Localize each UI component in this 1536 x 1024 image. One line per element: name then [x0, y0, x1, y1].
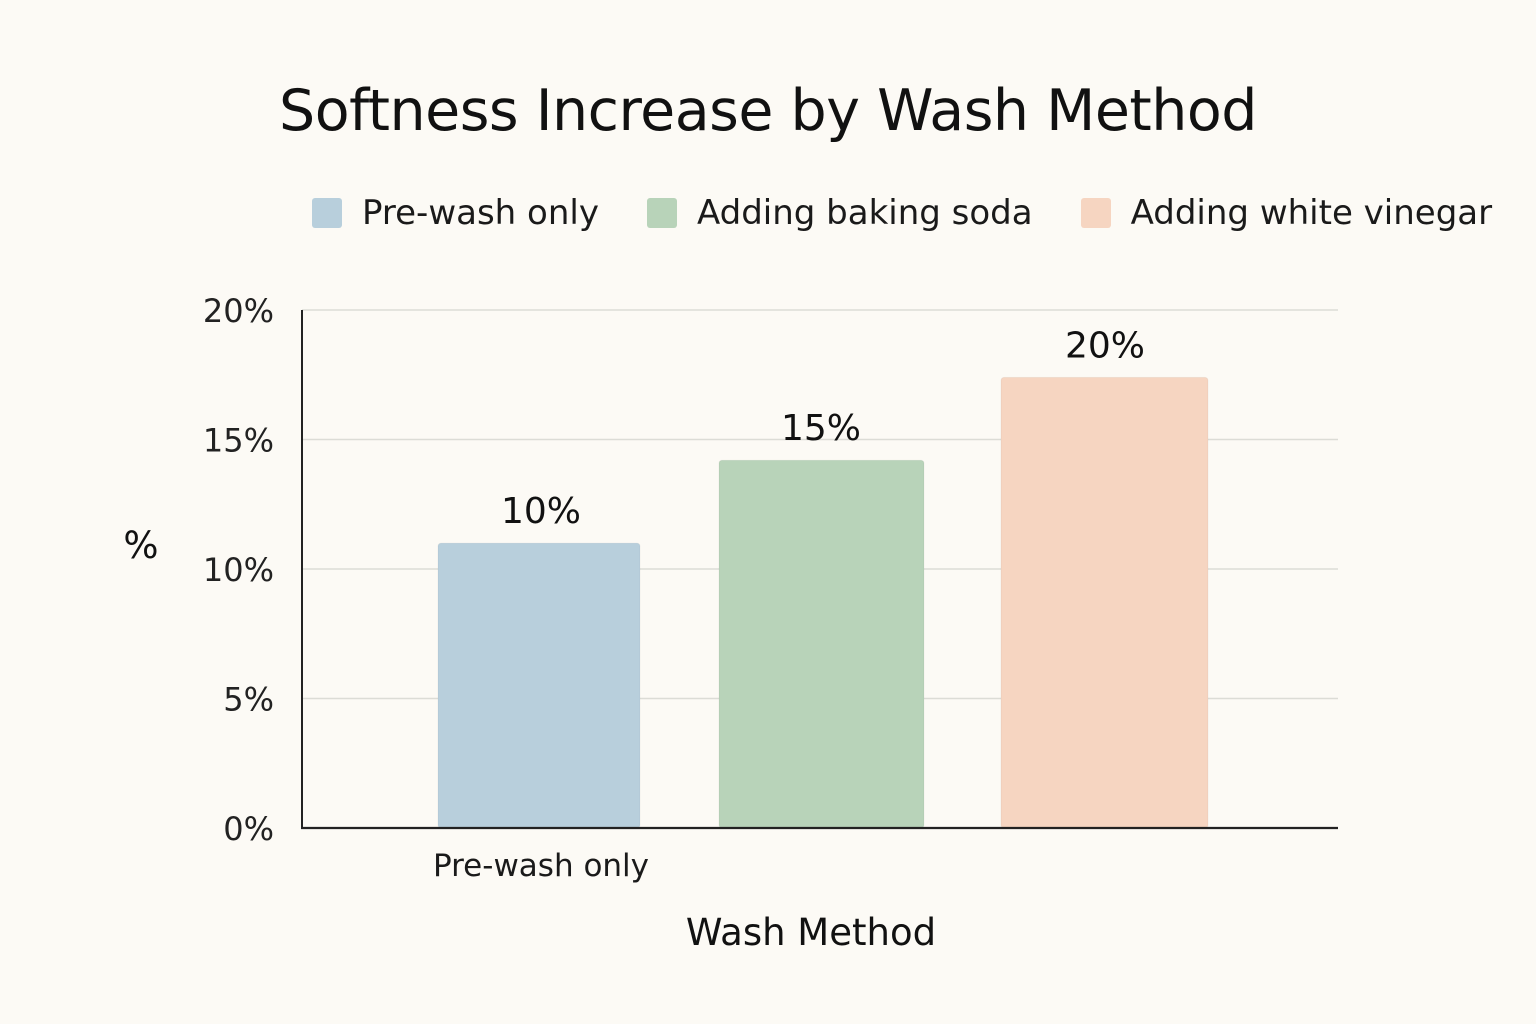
bar-adding-baking-soda	[718, 459, 925, 829]
legend-label-pre-wash: Pre-wash only	[362, 193, 599, 233]
y-tick-label: 15%	[203, 422, 274, 460]
bar-adding-white-vinegar	[1000, 376, 1209, 829]
bar-pre-wash-only	[437, 542, 641, 829]
y-axis-title: %	[123, 524, 158, 567]
data-label: 20%	[1065, 325, 1145, 366]
legend: Pre-wash only Adding baking soda Adding …	[312, 190, 1536, 236]
legend-label-white-vinegar: Adding white vinegar	[1130, 193, 1493, 233]
y-tick-label: 0%	[223, 810, 274, 848]
x-axis-title: Wash Method	[686, 911, 936, 954]
x-category-label: Pre-wash only	[433, 848, 649, 884]
y-tick-label: 5%	[223, 681, 274, 719]
data-label: 10%	[501, 491, 581, 532]
y-tick-label: 10%	[203, 551, 274, 589]
legend-label-baking-soda: Adding baking soda	[696, 193, 1033, 233]
legend-item-white-vinegar: Adding white vinegar	[1080, 193, 1493, 233]
legend-swatch-baking-soda	[646, 198, 677, 228]
legend-swatch-pre-wash	[312, 198, 342, 228]
legend-swatch-white-vinegar	[1080, 198, 1111, 228]
data-label: 15%	[781, 408, 861, 449]
chart-title: Softness Increase by Wash Method	[279, 78, 1257, 144]
y-tick-label: 20%	[203, 292, 274, 330]
legend-item-pre-wash: Pre-wash only	[312, 193, 599, 233]
legend-item-baking-soda: Adding baking soda	[646, 193, 1033, 233]
